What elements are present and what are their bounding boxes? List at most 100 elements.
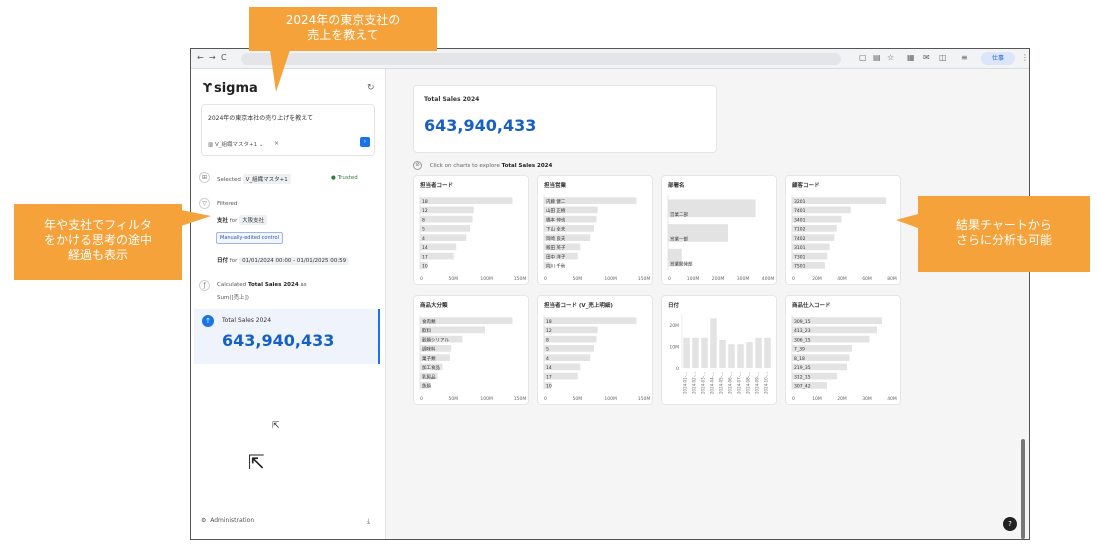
chart-card[interactable]: 担当者コード 18 12 8 5 4 14 17 10 0 50M 100M 150M xyxy=(413,175,529,285)
chart-bar xyxy=(420,243,457,251)
reload-icon[interactable]: C xyxy=(221,53,227,62)
filter-branch-field: 支社 xyxy=(217,218,229,224)
chart-bar xyxy=(792,197,887,204)
download-icon[interactable]: ⤓ xyxy=(367,517,371,525)
category-label: 2024-01-... xyxy=(683,372,688,394)
chart-bar xyxy=(792,345,852,352)
category-label: 306_15 xyxy=(794,337,811,343)
explore-hint-target: Total Sales 2024 xyxy=(501,163,553,169)
category-label: 8_18 xyxy=(794,356,805,362)
forward-icon[interactable]: → xyxy=(209,53,216,62)
chart-bar xyxy=(792,372,837,380)
send-button[interactable]: › xyxy=(360,137,370,147)
chart-card[interactable]: 商品大分類 食肉類 飲料 穀類シリアル 調味料 菓子類 加工食品 乳製品 魚類 0 50M 100M 1… xyxy=(413,295,529,405)
category-label: 菓子類 xyxy=(422,355,436,362)
chart-svg: 18 12 8 5 4 14 17 10 0 50M 100M 150M xyxy=(419,195,526,282)
chart-bar xyxy=(420,317,513,324)
bookmark-star-icon[interactable]: ☆ xyxy=(887,53,895,62)
chart-bar xyxy=(544,225,594,232)
calc-formula: Sum([売上]) xyxy=(217,295,249,301)
category-label: 2024-07-... xyxy=(737,372,742,394)
administration-link[interactable]: ⚙ Administration xyxy=(201,517,254,524)
filter-branch-for: for xyxy=(229,218,238,224)
chart-card[interactable]: 担当営業 内藤 健二 山田 正樹 橋本 伸也 下山 幸夫 岡崎 良夫 飯田 英子 田中 洋子向… xyxy=(537,175,653,285)
puzzle-icon[interactable]: ◫ xyxy=(939,53,947,62)
clear-icon[interactable]: × xyxy=(274,140,280,147)
help-icon[interactable]: ? xyxy=(1003,517,1017,531)
chart-bar xyxy=(544,326,598,334)
chart-card[interactable]: 商品仕入コード 309_15 413_23 306_15 7_39 8_18 219_35 3… xyxy=(785,295,901,405)
filter-branch-value[interactable]: 大阪支社 xyxy=(239,215,268,225)
chart-bar xyxy=(420,372,438,380)
refresh-icon[interactable]: ↻ xyxy=(367,83,375,93)
table-icon: ⊞ xyxy=(199,172,210,183)
tick-label: 0 xyxy=(420,276,423,282)
chart-bar xyxy=(792,354,850,361)
address-bar[interactable] xyxy=(241,53,841,65)
filter-date-for: for xyxy=(229,258,238,264)
chart-card[interactable]: 顧客コード 3201 7401 3401 7102 7402 3101 7301 7501 0 20… xyxy=(785,175,901,285)
chart-title: 担当者コード xyxy=(420,183,454,189)
scrollbar[interactable] xyxy=(1021,439,1025,539)
calendar-icon[interactable]: ▦ xyxy=(907,53,915,62)
chart-bar xyxy=(764,337,771,368)
filter-date-value[interactable]: 01/01/2024 00:00 - 01/01/2025 00:59 xyxy=(239,257,350,265)
chart-bar xyxy=(420,335,463,343)
tick-label: 40M xyxy=(837,276,847,282)
query-box[interactable]: 2024年の東京本社の売り上げを教えて ▥ V_組織マスタ+1 ⌄ × › xyxy=(201,104,375,156)
category-label: 14 xyxy=(422,245,428,251)
chart-bar xyxy=(544,243,581,251)
chart-bar xyxy=(668,224,728,242)
category-label: 5 xyxy=(546,347,549,353)
category-label: 7401 xyxy=(794,208,806,214)
tick-label: 100M xyxy=(604,276,617,282)
back-icon[interactable]: ← xyxy=(197,53,204,62)
kpi-card[interactable]: Total Sales 2024 643,940,433 xyxy=(413,85,717,153)
category-label: 14 xyxy=(546,365,552,371)
profile-button[interactable]: 仕事 xyxy=(981,52,1015,65)
category-label: 食肉類 xyxy=(422,318,436,325)
explore-hint-text: Click on charts to explore xyxy=(429,163,500,169)
chart-bar xyxy=(420,363,443,371)
media-icon[interactable]: ≡ xyxy=(961,53,968,62)
callout-left-text: 年や支社でフィルタ をかける思考の途中 経過も表示 xyxy=(43,218,152,262)
result-card[interactable]: ↑ Total Sales 2024 643,940,433 xyxy=(194,309,380,364)
chart-bar xyxy=(710,318,717,368)
chart-svg: 18 12 8 5 4 14 17 10 0 50M 100M 150M xyxy=(543,315,650,402)
category-label: 2024-04-... xyxy=(710,372,715,394)
result-title: Total Sales 2024 xyxy=(222,317,272,324)
chart-bar xyxy=(792,234,835,241)
query-text: 2024年の東京本社の売り上げを教えて xyxy=(208,115,313,122)
mail-icon[interactable]: ✉ xyxy=(923,53,930,62)
tick-label: 50M xyxy=(573,276,583,282)
result-arrow-icon: ↑ xyxy=(202,315,214,327)
category-label: 17 xyxy=(546,374,552,380)
chart-bar xyxy=(420,206,474,214)
chart-title: 部署名 xyxy=(668,183,685,189)
tick-label: 80M xyxy=(887,276,897,282)
tick-label: 50M xyxy=(573,396,583,402)
extension-icon[interactable]: ▢ xyxy=(859,53,867,62)
category-label: 5 xyxy=(422,227,425,233)
chart-bar xyxy=(544,372,578,380)
category-label: 10 xyxy=(422,264,428,270)
chart-bar xyxy=(420,197,513,204)
category-label: 7_39 xyxy=(794,347,805,353)
chart-bar xyxy=(420,252,454,260)
category-label: 調味料 xyxy=(422,346,436,353)
sigma-logo-text: sigma xyxy=(213,81,258,96)
chart-card[interactable]: 担当者コード (V_売上明細) 18 12 8 5 4 14 17 10 0 50M 100M 150M xyxy=(537,295,653,405)
menu-icon[interactable]: ⋮ xyxy=(1021,53,1029,62)
administration-label: Administration xyxy=(210,517,255,524)
tick-label: 100M xyxy=(687,276,700,282)
step-selected-chip[interactable]: V_組織マスタ+1 xyxy=(242,174,291,184)
chart-card[interactable]: 部署名営業二部 営業一部 営業開発部 0 100M 200M 300M 400M xyxy=(661,175,777,285)
translate-icon[interactable]: ▤ xyxy=(873,53,881,62)
query-source-chip[interactable]: ▥ V_組織マスタ+1 ⌄ xyxy=(208,142,264,148)
chart-bar xyxy=(544,317,637,324)
chart-card[interactable]: 日付 0 10M 20M 2024-01-... 2024-02-... 2024-03-.… xyxy=(661,295,777,405)
category-label: 7402 xyxy=(794,236,806,242)
chart-bar xyxy=(792,225,837,232)
